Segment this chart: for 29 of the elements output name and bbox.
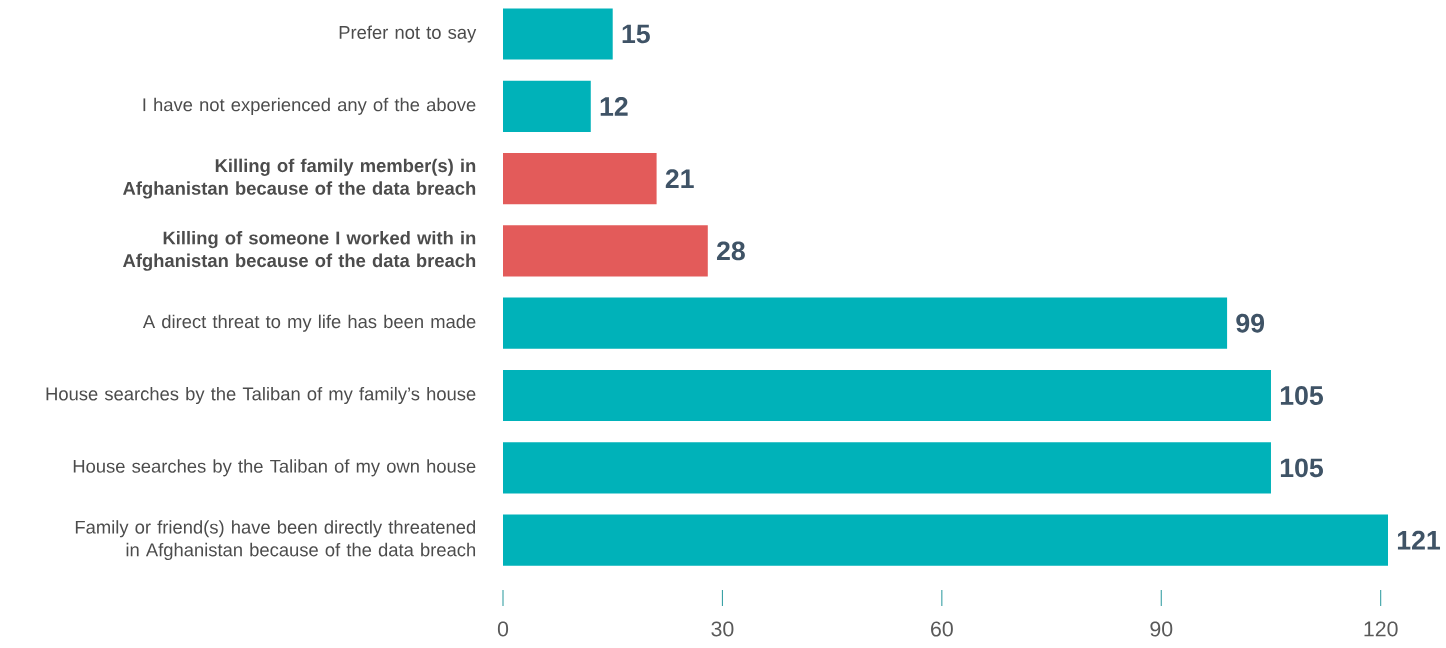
data-label: 15 bbox=[622, 24, 650, 44]
y-tick-label: House searches by the Taliban of my family’s house bbox=[46, 386, 476, 405]
y-tick-label: Killing of family member(s) in Afghanistan because of the data breach bbox=[123, 158, 476, 199]
x-tick-label: 120 bbox=[1364, 621, 1398, 637]
data-label: 121 bbox=[1397, 530, 1441, 550]
y-tick-label: Prefer not to say bbox=[339, 25, 477, 43]
data-label: 21 bbox=[665, 169, 694, 188]
bar bbox=[503, 442, 1271, 494]
bar bbox=[503, 514, 1388, 566]
y-tick-label: A direct threat to my life has been made bbox=[142, 314, 476, 332]
bar bbox=[503, 80, 591, 132]
y-tick-label: House searches by the Taliban of my own house bbox=[73, 459, 476, 477]
bar bbox=[503, 225, 708, 277]
data-label: 105 bbox=[1280, 458, 1323, 478]
x-tick-label: 0 bbox=[497, 621, 509, 637]
x-tick-label: 90 bbox=[1150, 621, 1173, 637]
data-label: 105 bbox=[1280, 386, 1323, 405]
bar bbox=[503, 8, 613, 60]
y-tick-label: Killing of someone I worked with in Afghanistan because of the data breach bbox=[123, 230, 476, 271]
data-label: 12 bbox=[600, 97, 628, 116]
bar bbox=[503, 369, 1271, 422]
data-label: 99 bbox=[1236, 313, 1265, 333]
x-tick-label: 30 bbox=[711, 621, 734, 637]
bar bbox=[503, 297, 1228, 349]
y-tick-label: Family or friend(s) have been directly threatened in Afghanistan because of the data breach bbox=[75, 520, 476, 561]
y-tick-label: I have not experienced any of the above bbox=[143, 97, 476, 115]
data-label: 28 bbox=[716, 241, 745, 261]
x-tick-label: 60 bbox=[931, 621, 953, 637]
bar bbox=[503, 153, 657, 205]
